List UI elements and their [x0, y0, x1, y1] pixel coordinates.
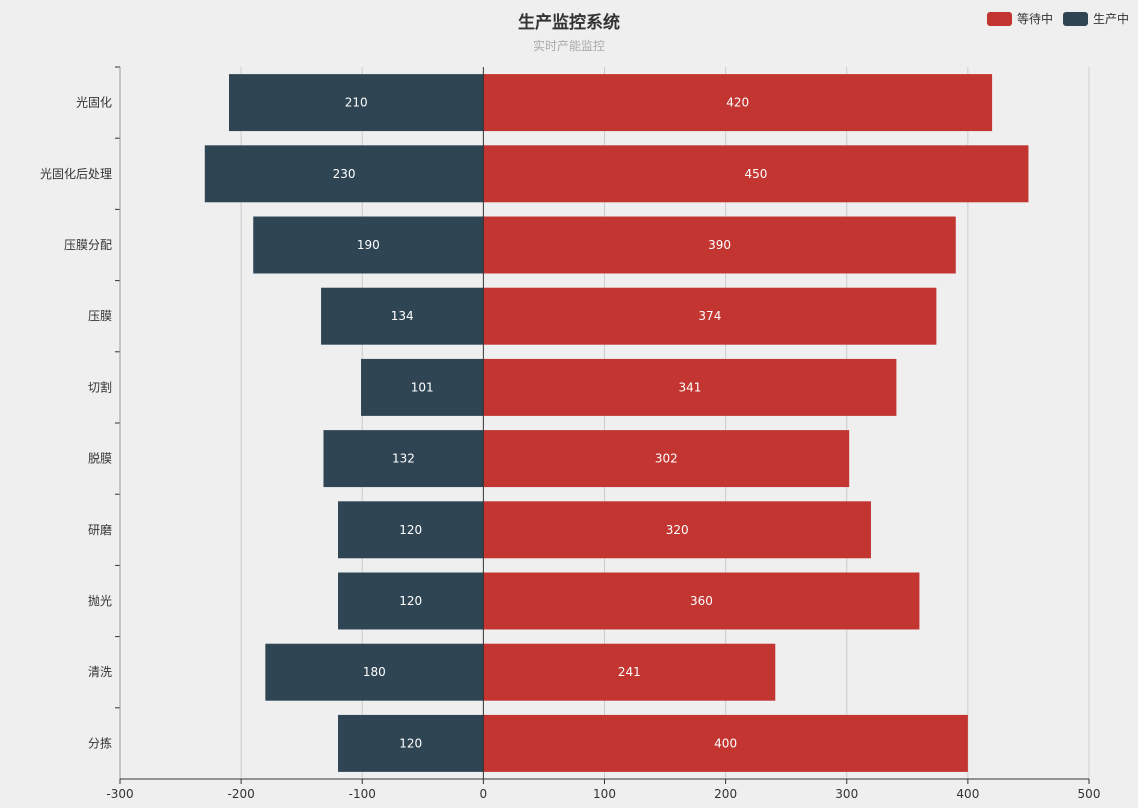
legend-label-producing[interactable]: 生产中: [1093, 11, 1129, 26]
category-label: 光固化后处理: [40, 167, 112, 181]
bar-producing[interactable]: [338, 572, 484, 630]
category-label: 光固化: [76, 96, 112, 110]
x-tick-label: 200: [714, 787, 737, 801]
bar-producing[interactable]: [323, 430, 484, 488]
legend[interactable]: 等待中 生产中: [987, 11, 1129, 26]
bar-label-waiting: 420: [726, 96, 749, 110]
bar-label-waiting: 241: [618, 665, 641, 679]
bar-label-producing: 210: [345, 96, 368, 110]
bar-waiting[interactable]: [483, 572, 920, 630]
bar-producing[interactable]: [253, 216, 484, 274]
bar-producing[interactable]: [265, 643, 484, 701]
bar-label-producing: 120: [399, 523, 422, 537]
bar-producing[interactable]: [338, 714, 484, 772]
bar-label-producing: 190: [357, 238, 380, 252]
bar-waiting[interactable]: [483, 358, 897, 416]
x-tick-label: -200: [228, 787, 255, 801]
legend-swatch-producing[interactable]: [1063, 12, 1088, 26]
x-tick-label: -300: [106, 787, 133, 801]
category-label: 分拣: [88, 735, 112, 750]
bar-label-producing: 101: [411, 380, 434, 394]
bar-label-waiting: 374: [698, 309, 721, 323]
category-label: 切割: [88, 379, 112, 394]
bar-label-producing: 230: [333, 167, 356, 181]
x-tick-label: -100: [349, 787, 376, 801]
category-label: 脱膜: [88, 451, 112, 466]
bar-label-waiting: 320: [666, 523, 689, 537]
bar-waiting[interactable]: [483, 501, 871, 559]
bar-waiting[interactable]: [483, 74, 993, 132]
legend-label-waiting[interactable]: 等待中: [1017, 11, 1053, 26]
bar-waiting[interactable]: [483, 216, 956, 274]
bar-producing[interactable]: [361, 358, 484, 416]
x-tick-label: 400: [956, 787, 979, 801]
bar-label-producing: 134: [391, 309, 414, 323]
bar-label-waiting: 360: [690, 594, 713, 608]
bar-label-waiting: 390: [708, 238, 731, 252]
bar-waiting[interactable]: [483, 145, 1029, 203]
category-label: 压膜分配: [64, 238, 112, 252]
bar-label-waiting: 341: [678, 380, 701, 394]
bar-producing[interactable]: [204, 145, 484, 203]
bar-label-producing: 132: [392, 452, 415, 466]
x-tick-label: 300: [835, 787, 858, 801]
category-label: 抛光: [88, 593, 112, 608]
bar-label-waiting: 400: [714, 736, 737, 750]
bar-label-producing: 120: [399, 594, 422, 608]
bar-label-waiting: 302: [655, 452, 678, 466]
bar-label-waiting: 450: [744, 167, 767, 181]
legend-swatch-waiting[interactable]: [987, 12, 1012, 26]
x-tick-label: 500: [1078, 787, 1101, 801]
chart-title: 生产监控系统: [518, 12, 620, 33]
bar-label-producing: 180: [363, 665, 386, 679]
bar-producing[interactable]: [338, 501, 484, 559]
category-label: 清洗: [88, 665, 112, 679]
bar-label-producing: 120: [399, 736, 422, 750]
x-tick-label: 100: [593, 787, 616, 801]
category-label: 研磨: [88, 523, 112, 537]
bar-producing[interactable]: [321, 287, 484, 345]
bar-waiting[interactable]: [483, 714, 968, 772]
bar-waiting[interactable]: [483, 643, 776, 701]
bar-producing[interactable]: [229, 74, 484, 132]
bars: 420 210 450 230 390 190 374 134 341 101 302 132 320 1…: [204, 74, 1029, 772]
bar-waiting[interactable]: [483, 430, 850, 488]
chart-subtitle: 实时产能监控: [533, 38, 605, 53]
category-label: 压膜: [88, 309, 112, 323]
bar-waiting[interactable]: [483, 287, 937, 345]
x-tick-label: 0: [480, 787, 488, 801]
